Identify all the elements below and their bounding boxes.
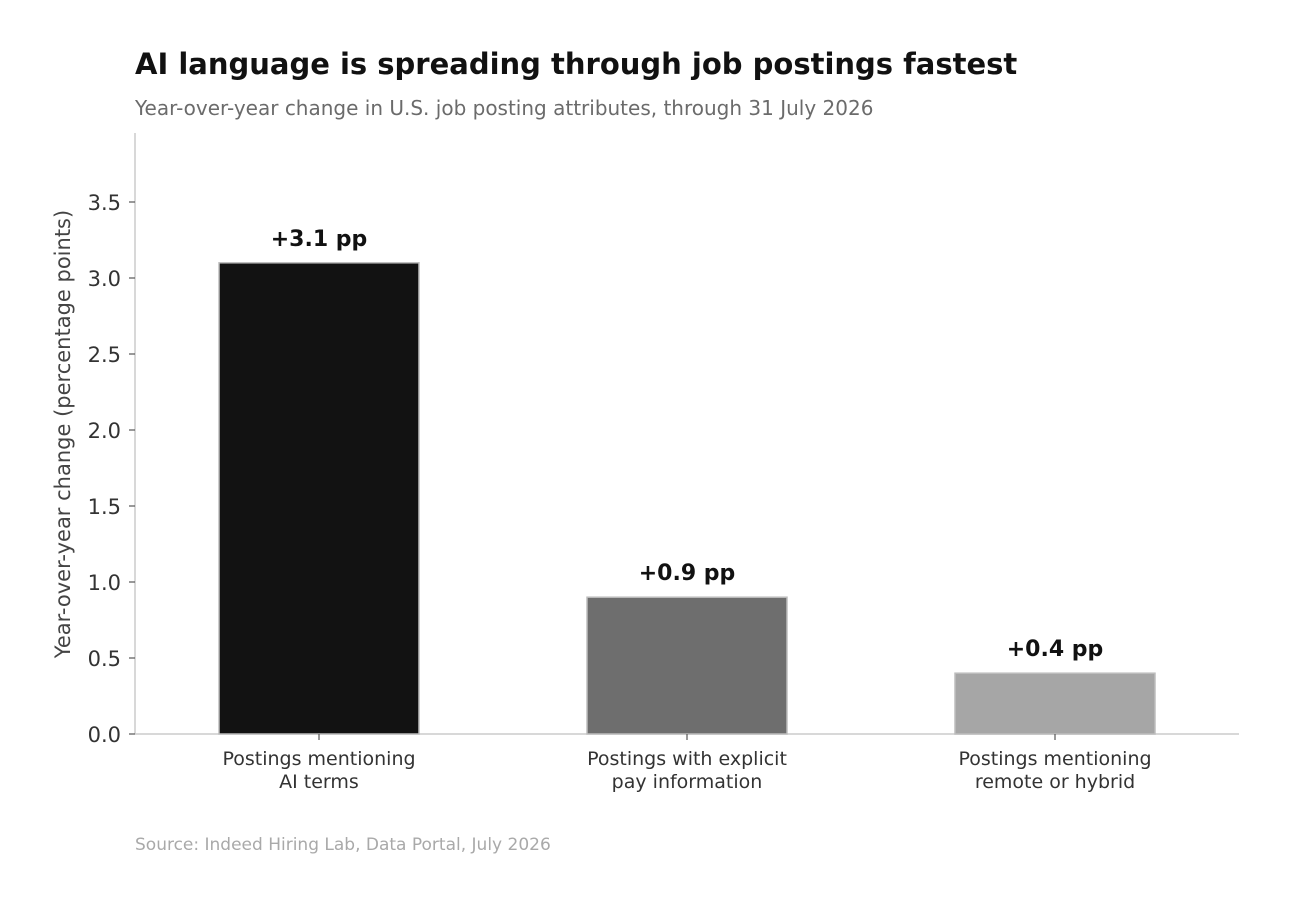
data-label: +3.1 pp [271, 227, 368, 252]
y-ticks: 0.0 0.5 1.0 1.5 2.0 2.5 3.0 3.5 [88, 191, 135, 747]
bar [218, 262, 420, 735]
x-tick-label: AI terms [279, 771, 359, 793]
y-tick-label: 0.5 [88, 647, 121, 671]
x-tick-label: Postings mentioning [958, 748, 1151, 770]
source-note: Source: Indeed Hiring Lab, Data Portal, … [135, 835, 551, 855]
y-tick-label: 3.5 [88, 191, 121, 215]
bar [586, 596, 788, 735]
y-axis-title: Year-over-year change (percentage points… [51, 210, 75, 659]
y-tick-label: 0.0 [88, 723, 121, 747]
value-labels: +3.1 pp +0.9 pp +0.4 pp [271, 227, 1104, 662]
x-tick-label: remote or hybrid [975, 771, 1135, 793]
y-tick-label: 1.5 [88, 495, 121, 519]
y-tick-label: 2.0 [88, 419, 121, 443]
x-tick-label: Postings mentioning [222, 748, 415, 770]
chart-title: AI language is spreading through job pos… [135, 47, 1018, 81]
y-tick-label: 3.0 [88, 267, 121, 291]
data-label: +0.4 pp [1007, 637, 1104, 662]
y-tick-label: 1.0 [88, 571, 121, 595]
bar [954, 672, 1156, 735]
bars [218, 262, 1156, 735]
data-label: +0.9 pp [639, 561, 736, 586]
y-tick-label: 2.5 [88, 343, 121, 367]
x-tick-label: pay information [612, 771, 763, 793]
x-tick-label: Postings with explicit [587, 748, 787, 770]
chart-subtitle: Year-over-year change in U.S. job postin… [135, 96, 874, 120]
